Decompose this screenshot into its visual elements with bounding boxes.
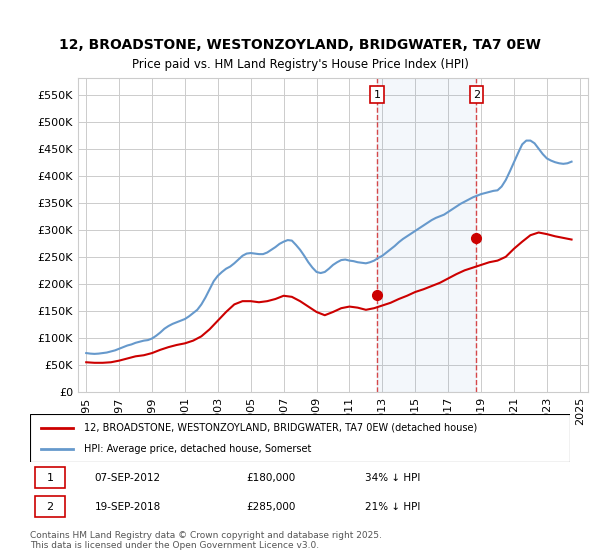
Text: 34% ↓ HPI: 34% ↓ HPI (365, 473, 420, 483)
FancyBboxPatch shape (35, 496, 65, 517)
Text: 21% ↓ HPI: 21% ↓ HPI (365, 502, 420, 512)
Text: £285,000: £285,000 (246, 502, 295, 512)
Text: 07-SEP-2012: 07-SEP-2012 (95, 473, 161, 483)
Text: HPI: Average price, detached house, Somerset: HPI: Average price, detached house, Some… (84, 444, 311, 454)
Text: 12, BROADSTONE, WESTONZOYLAND, BRIDGWATER, TA7 0EW: 12, BROADSTONE, WESTONZOYLAND, BRIDGWATE… (59, 38, 541, 52)
Text: 1: 1 (46, 473, 53, 483)
Text: 1: 1 (374, 90, 381, 100)
Text: 12, BROADSTONE, WESTONZOYLAND, BRIDGWATER, TA7 0EW (detached house): 12, BROADSTONE, WESTONZOYLAND, BRIDGWATE… (84, 423, 477, 433)
FancyBboxPatch shape (30, 414, 570, 462)
FancyBboxPatch shape (35, 467, 65, 488)
Text: Price paid vs. HM Land Registry's House Price Index (HPI): Price paid vs. HM Land Registry's House … (131, 58, 469, 71)
Text: 2: 2 (473, 90, 480, 100)
Text: Contains HM Land Registry data © Crown copyright and database right 2025.
This d: Contains HM Land Registry data © Crown c… (30, 531, 382, 550)
Text: 19-SEP-2018: 19-SEP-2018 (95, 502, 161, 512)
Text: 2: 2 (46, 502, 53, 512)
Text: £180,000: £180,000 (246, 473, 295, 483)
Bar (377, 78, 476, 392)
